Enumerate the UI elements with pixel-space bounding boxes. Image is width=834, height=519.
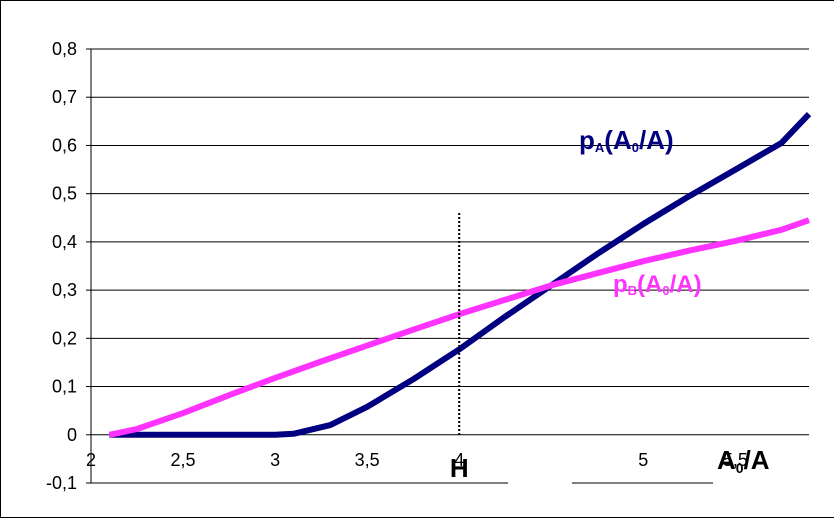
series-labels: pA(A0/A)pB(A0/A) [579,125,702,298]
y-tick-labels: 0,8 0,7 0,6 0,5 0,4 0,3 0,2 0,1 0 -0,1 [46,39,77,493]
y-tick-label-0: 0,8 [52,39,77,59]
x-tick-label-0: 2 [86,450,96,470]
grid-lines [86,48,809,484]
crossing-label-h: H [450,453,469,483]
x-tick-label-1: 2,5 [171,450,196,470]
y-tick-label-6: 0,2 [52,328,77,348]
series-label-pB-main: p [613,271,628,298]
y-tick-label-3: 0,5 [52,184,77,204]
x-tick-label-4: 4 [454,450,464,470]
y-tick-label-1: 0,7 [52,87,77,107]
series-label-pB: pB(A0/A) [613,271,702,298]
series-label-pA-paren-sub: 0 [632,140,639,155]
y-tick-label-2: 0,6 [52,135,77,155]
series-label-pA-paren: (A [604,125,632,155]
annotations: H [450,212,469,483]
x-tick-label-5: 5 [638,450,648,470]
series-label-pA-tail: /A) [639,125,674,155]
series-label-pA-main: p [579,125,595,155]
series-line-pA [109,112,812,438]
y-tick-label-5: 0,3 [52,280,77,300]
series-label-pA: pA(A0/A) [579,125,674,155]
y-tick-label-4: 0,4 [52,232,77,252]
y-tick-label-7: 0,1 [52,377,77,397]
x-axis-title-sub: 0 [736,460,744,476]
x-tick-label-2: 3 [270,450,280,470]
y-tick-label-8: 0 [67,425,77,445]
x-axis-title-main: A [717,445,736,475]
series-label-pB-paren-sub: 0 [662,283,669,298]
series-label-pB-paren: (A [637,271,662,298]
x-tick-labels: 2 2,5 3 3,5 4 5 5,5A0/A [86,445,770,476]
series-label-pB-sub: B [628,283,637,298]
x-tick-label-6: 5,5 [723,450,748,470]
x-axis-title-tail: /A [744,445,770,475]
series-label-pB-tail: /A) [670,271,702,298]
y-tick-label-9: -0,1 [46,473,77,493]
series-label-pA-sub: A [595,140,605,155]
x-axis-title: A0/A [717,445,770,476]
x-tick-label-3: 3,5 [355,450,380,470]
